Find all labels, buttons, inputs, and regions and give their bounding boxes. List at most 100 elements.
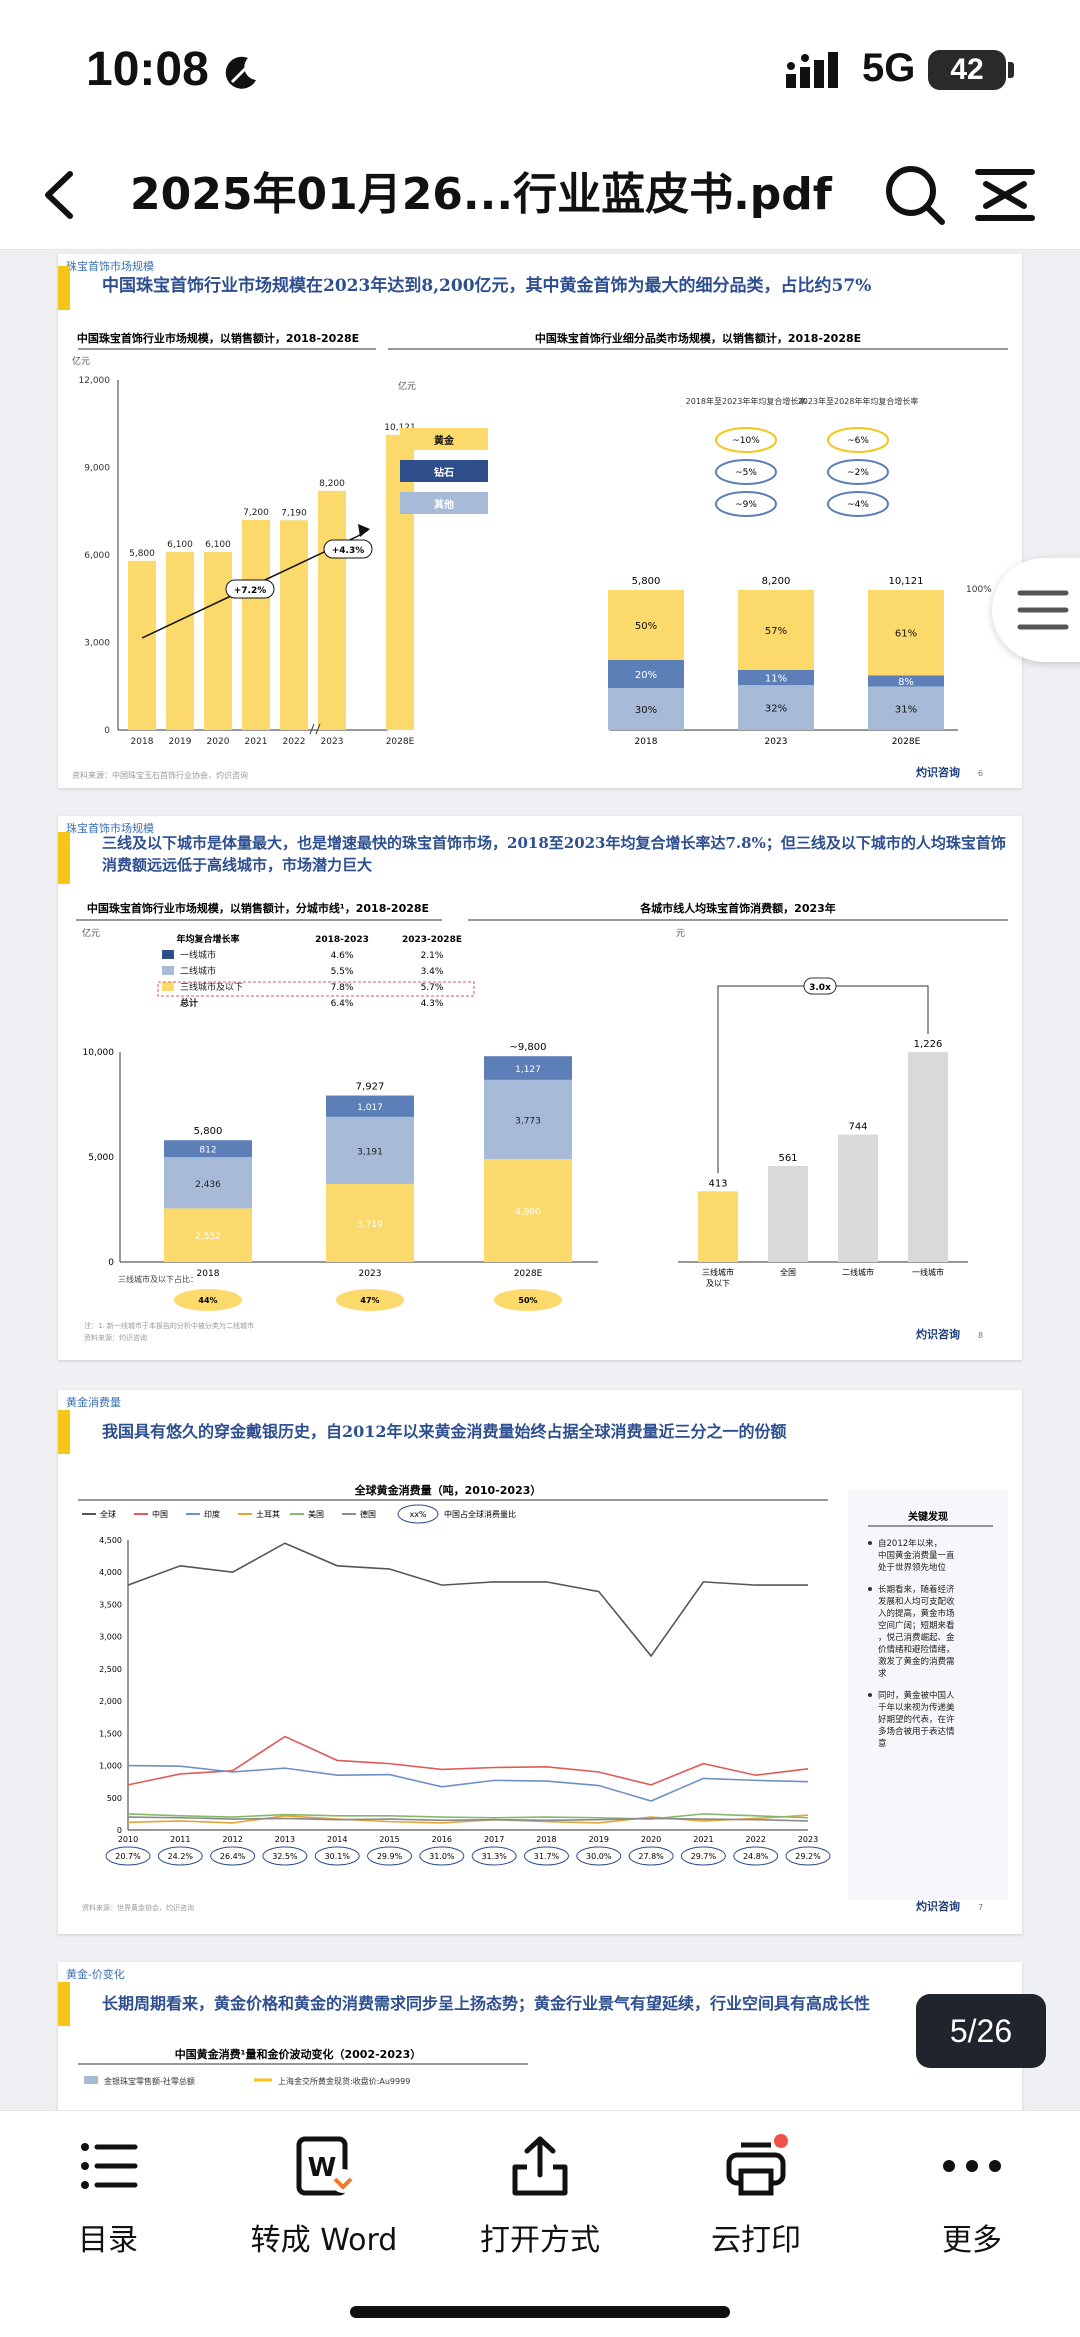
x-tick-label: 2021 xyxy=(245,737,268,747)
bar xyxy=(280,520,308,730)
share-value: 26.4% xyxy=(220,1852,246,1861)
series-line xyxy=(127,1764,809,1802)
growth-label: +4.3% xyxy=(332,546,365,556)
toolbar-label: 更多 xyxy=(942,2223,1002,2258)
convert-word-button[interactable]: W 转成 Word xyxy=(234,2131,414,2271)
share-value: 24.2% xyxy=(168,1852,194,1861)
share-value: 29.9% xyxy=(377,1852,403,1861)
share-value: 24.8% xyxy=(743,1852,769,1861)
pdf-reader[interactable]: 珠宝首饰市场规模 中国珠宝首饰行业市场规模在2023年达到8,200亿元，其中黄… xyxy=(0,250,1080,2110)
legend-header: 2023-2028E xyxy=(402,935,462,945)
bar-value-label: 561 xyxy=(778,1153,797,1164)
ratio-bracket xyxy=(717,985,929,1174)
finding-line: 千年以来视为传递美 xyxy=(878,1702,955,1713)
signal-icon xyxy=(786,52,838,88)
share-bubble xyxy=(262,1846,308,1866)
finding-line: 空间广阔；短期来看 xyxy=(878,1620,955,1631)
nav-bar: 2025年01月26...行业蓝皮书.pdf xyxy=(0,140,1080,250)
right-chart-title: 中国珠宝首饰行业细分品类市场规模，以销售额计，2018-2028E xyxy=(535,331,861,345)
cloud-print-button[interactable]: 云打印 xyxy=(666,2131,846,2271)
x-tick-label: 2013 xyxy=(275,1835,295,1844)
page-headline: 我国具有悠久的穿金戴银历史，自2012年以来黄金消费量始终占据全球消费量近三分之… xyxy=(58,1410,1022,1454)
x-tick-label: 2023 xyxy=(765,737,788,747)
x-tick-label: 2018 xyxy=(536,1835,556,1844)
segment-label: 1,127 xyxy=(515,1065,541,1075)
cagr-header: 2023年至2028年年均复合增长率 xyxy=(798,396,919,406)
back-icon[interactable] xyxy=(30,162,90,228)
stack-segment xyxy=(484,1079,572,1160)
finding-line: 多场合被用于表达情 xyxy=(878,1726,955,1737)
stack-segment xyxy=(608,688,684,730)
y-tick-label: 6,000 xyxy=(84,551,110,561)
page-number: 6 xyxy=(978,769,983,778)
more-icon xyxy=(943,2160,1001,2172)
collapse-toolbar-icon[interactable] xyxy=(970,160,1040,230)
total-label: 10,121 xyxy=(889,576,924,587)
stack-segment xyxy=(484,1056,572,1080)
bottom-toolbar: 目录 W 转成 Word 打开方式 云打印 更多 xyxy=(0,2110,1080,2337)
y-tick-label: 4,000 xyxy=(99,1568,122,1577)
bar-value-label: 413 xyxy=(708,1178,727,1189)
share-value: 29.7% xyxy=(691,1852,717,1861)
legend-header: 年均复合增长率 xyxy=(176,933,239,945)
finding-line: 价情绪和避险情绪， xyxy=(878,1644,955,1655)
x-tick-label: 2019 xyxy=(589,1835,609,1844)
stack-segment xyxy=(326,1116,414,1184)
category-label: 黄金 xyxy=(434,434,455,447)
y-tick-label: 0 xyxy=(104,726,110,736)
segment-label: 30% xyxy=(635,705,657,716)
share-bubble xyxy=(494,1289,562,1311)
total-label: 8,200 xyxy=(762,576,791,587)
legend-cagr: 2.1% xyxy=(421,951,444,961)
bar-value-label: 10,121 xyxy=(384,423,416,433)
chart-title: 中国黄金消费¹量和金价波动变化（2002-2023） xyxy=(175,2047,422,2061)
share-bubble xyxy=(157,1846,203,1866)
bar-value-label: 7,190 xyxy=(281,508,307,518)
stack-segment xyxy=(164,1208,252,1262)
bullet xyxy=(868,1587,872,1591)
axis-break xyxy=(309,723,315,735)
x-tick-label: 2020 xyxy=(641,1835,661,1844)
x-tick-label: 2028E xyxy=(386,737,415,747)
x-tick-label: 2018 xyxy=(131,737,154,747)
x-tick-label: 2022 xyxy=(746,1835,766,1844)
finding-line: 求 xyxy=(878,1668,887,1679)
stack-segment xyxy=(868,686,944,730)
open-with-button[interactable]: 打开方式 xyxy=(450,2131,630,2271)
page3-chart: 全球黄金消费量（吨，2010-2023） 全球 中国 印度 土耳其 美国 德国 xx% 中国占… xyxy=(78,1483,1008,1913)
segment-label: 2,552 xyxy=(195,1232,221,1242)
search-icon[interactable] xyxy=(880,160,950,230)
y-tick-label: 0 xyxy=(108,1258,114,1268)
share-bubble xyxy=(733,1846,779,1866)
legend-label: 三线城市及以下 xyxy=(180,981,243,993)
legend-cagr: 5.5% xyxy=(331,967,354,977)
legend-item: 金银珠宝零售额-社零总额 xyxy=(104,2076,195,2086)
segment-label: 31% xyxy=(895,704,917,715)
x-tick-label: 2020 xyxy=(207,737,230,747)
y-tick-label: 3,500 xyxy=(99,1600,122,1609)
stack-segment xyxy=(738,685,814,730)
more-button[interactable]: 更多 xyxy=(882,2131,1062,2271)
finding-line: 自2012年以来， xyxy=(878,1538,942,1549)
toolbar-label: 转成 Word xyxy=(250,2223,398,2258)
source-note: 资料来源：灼识咨询 xyxy=(84,1333,147,1342)
section-label: 黄金消费量 xyxy=(66,1396,121,1409)
logo: 灼识咨询 xyxy=(916,1327,960,1341)
toc-button[interactable]: 目录 xyxy=(18,2131,198,2271)
source-note: 资料来源：世界黄金协会，灼识咨询 xyxy=(82,1903,194,1912)
sidebar-toggle[interactable] xyxy=(992,558,1080,662)
x-tick-label: 2015 xyxy=(379,1835,399,1844)
stack-segment xyxy=(608,590,684,660)
share-bubble xyxy=(367,1846,413,1866)
x-tick-label: 2016 xyxy=(432,1835,452,1844)
legend-label: 一线城市 xyxy=(180,949,216,961)
share-value: 31.0% xyxy=(429,1852,455,1861)
legend-share-label: 中国占全球消费量比 xyxy=(444,1509,516,1519)
share-bubble xyxy=(314,1846,360,1866)
share-bubble xyxy=(523,1846,569,1866)
hundred-percent-label: 100% xyxy=(966,585,992,595)
battery-tip xyxy=(1008,62,1014,78)
ratio-label: 3.0x xyxy=(809,983,831,993)
cagr-bubble xyxy=(715,427,777,453)
share-value: 44% xyxy=(198,1296,217,1305)
